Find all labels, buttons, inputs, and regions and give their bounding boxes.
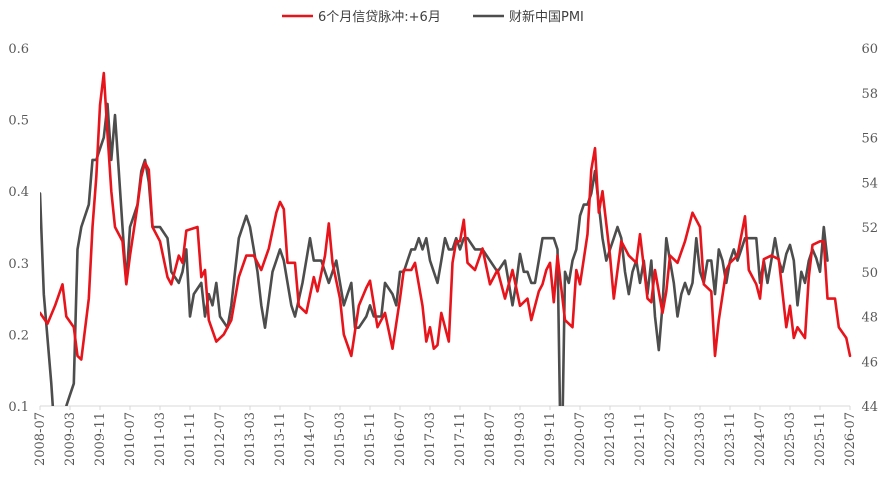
x-axis-tick-label: 2013-11: [273, 412, 288, 466]
right-axis-tick-label: 50: [861, 266, 878, 281]
x-axis-tick-label: 2021-03: [603, 412, 618, 466]
x-axis-tick-label: 2009-03: [63, 412, 78, 466]
x-axis-tick-label: 2011-11: [183, 412, 198, 466]
x-axis-tick-label: 2023-03: [693, 412, 708, 466]
left-axis-tick-label: 0.2: [8, 328, 29, 343]
left-axis-tick-label: 0.3: [8, 257, 29, 272]
right-axis-tick-label: 56: [861, 132, 878, 147]
x-axis-tick-label: 2016-07: [393, 412, 408, 466]
series-line-caixin-pmi: [40, 102, 829, 406]
series-lines: [40, 71, 852, 406]
x-axis-tick-label: 2026-07: [843, 412, 858, 466]
right-axis-tick-label: 52: [861, 221, 878, 236]
right-axis-tick-label: 60: [861, 42, 878, 57]
left-axis-tick-label: 0.1: [8, 400, 29, 415]
x-axis-tick-label: 2020-07: [573, 412, 588, 466]
x-axis-tick-label: 2021-11: [633, 412, 648, 466]
x-axis-tick-label: 2012-07: [213, 412, 228, 466]
right-axis-ticks: 44 46 48 50 52 54 56 58 60: [861, 42, 878, 415]
x-axis-tick-label: 2022-07: [663, 412, 678, 466]
x-axis-tick-label: 2010-07: [123, 412, 138, 466]
x-axis-tick-label: 2019-03: [513, 412, 528, 466]
right-axis-tick-label: 48: [861, 311, 878, 326]
left-axis-tick-label: 0.6: [8, 42, 29, 57]
legend: 6个月信贷脉冲:+6月 财新中国PMI: [282, 9, 584, 25]
x-axis-tick-label: 2015-11: [363, 412, 378, 466]
x-axis-tick-label: 2015-03: [333, 412, 348, 466]
left-axis-tick-label: 0.5: [8, 114, 29, 129]
x-axis-tick-label: 2023-11: [723, 412, 738, 466]
x-axis-tick-label: 2017-03: [423, 412, 438, 466]
x-axis-tick-label: 2018-07: [483, 412, 498, 466]
right-axis-tick-label: 46: [861, 355, 878, 370]
legend-label: 财新中国PMI: [509, 9, 584, 25]
left-axis-ticks: 0.1 0.2 0.3 0.4 0.5 0.6: [8, 42, 29, 415]
legend-item-credit-impulse: 6个月信贷脉冲:+6月: [282, 10, 441, 25]
x-axis-tick-label: 2017-11: [453, 412, 468, 466]
series-line-credit-impulse: [40, 71, 852, 361]
right-axis-tick-label: 44: [861, 400, 878, 415]
x-axis-tick-label: 2008-07: [33, 412, 48, 466]
legend-label: 6个月信贷脉冲:+6月: [318, 10, 441, 25]
x-axis-tick-label: 2013-03: [243, 412, 258, 466]
right-axis-tick-label: 58: [861, 87, 878, 102]
legend-item-caixin-pmi: 财新中国PMI: [473, 9, 584, 25]
x-axis-tick-label: 2024-07: [753, 412, 768, 466]
x-axis-tick-label: 2009-11: [93, 412, 108, 466]
x-axis-tick-label: 2011-03: [153, 412, 168, 466]
x-axis-tick-label: 2019-11: [543, 412, 558, 466]
x-axis-tick-label: 2025-03: [783, 412, 798, 466]
x-axis-tick-label: 2014-07: [303, 412, 318, 466]
x-axis-tick-label: 2025-11: [813, 412, 828, 466]
right-axis-tick-label: 54: [861, 176, 878, 191]
x-axis-ticks: 2008-07 2009-03 2009-11 2010-07 2011-03 2011-…: [33, 406, 858, 466]
left-axis-tick-label: 0.4: [8, 185, 29, 200]
